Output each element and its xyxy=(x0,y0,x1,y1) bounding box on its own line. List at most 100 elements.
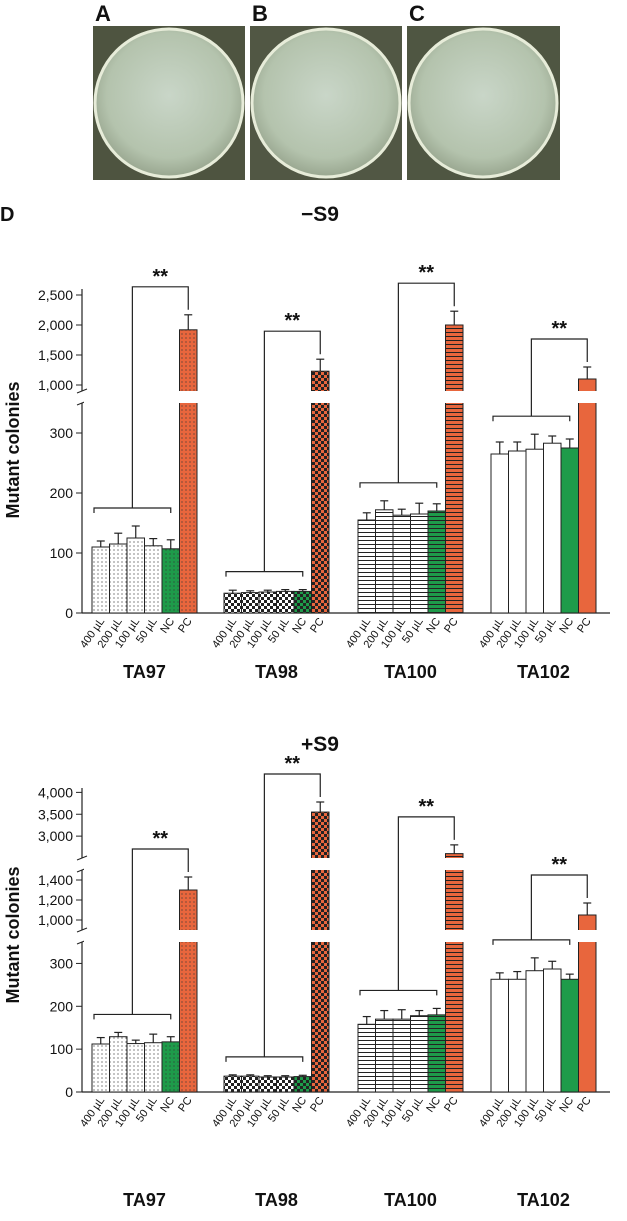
bar xyxy=(223,592,242,614)
y-tick-label: 2,500 xyxy=(38,287,73,303)
bar xyxy=(91,546,110,614)
bar xyxy=(445,853,464,1093)
significance-label: ** xyxy=(552,854,568,876)
axis-break-mark xyxy=(76,855,88,861)
bar xyxy=(508,450,527,614)
axis-break-gap xyxy=(84,858,612,870)
x-tick-label: PC xyxy=(176,616,195,635)
x-tick-label: PC xyxy=(442,616,461,635)
significance-label: ** xyxy=(153,828,169,850)
bar xyxy=(357,519,376,614)
significance-label: ** xyxy=(153,266,169,288)
bar xyxy=(392,514,411,614)
photo-label: C xyxy=(409,1,425,26)
photo-c xyxy=(407,26,560,180)
bar xyxy=(410,1015,429,1093)
bar xyxy=(543,968,562,1093)
bar xyxy=(427,1014,446,1093)
bar xyxy=(91,1043,110,1093)
significance-label: ** xyxy=(552,318,568,340)
x-tick-label: PC xyxy=(575,1095,594,1114)
photo-b xyxy=(250,26,402,180)
bar xyxy=(311,370,330,614)
significance-label: ** xyxy=(419,262,435,284)
group-label: TA97 xyxy=(123,662,166,682)
y-tick-label: 0 xyxy=(65,605,73,621)
y-tick-label: 3,500 xyxy=(38,806,73,822)
y-tick-label: 4,000 xyxy=(38,784,73,800)
x-tick-label: NC xyxy=(290,1095,309,1115)
bar xyxy=(258,1076,277,1093)
x-tick-label: PC xyxy=(308,1095,327,1114)
chart-title: +S9 xyxy=(301,733,339,756)
group-label: TA102 xyxy=(517,662,570,682)
y-tick-label: 200 xyxy=(50,998,74,1014)
bar xyxy=(161,1041,180,1093)
bar xyxy=(410,513,429,614)
group-label: TA97 xyxy=(123,1190,166,1210)
bar xyxy=(293,1076,312,1093)
bar xyxy=(258,591,277,614)
photo-label: A xyxy=(95,1,111,26)
bar xyxy=(490,453,509,614)
significance-bracket xyxy=(225,773,321,1062)
bar xyxy=(490,978,509,1093)
bar xyxy=(525,970,544,1093)
group-label: TA98 xyxy=(255,662,298,682)
bar xyxy=(126,1043,145,1093)
y-tick-label: 1,400 xyxy=(38,872,73,888)
bar xyxy=(223,1075,242,1093)
significance-bracket xyxy=(93,286,189,513)
x-tick-label: NC xyxy=(290,616,309,636)
bar xyxy=(525,448,544,614)
significance-label: ** xyxy=(285,753,301,775)
y-tick-label: 200 xyxy=(50,485,74,501)
bar xyxy=(109,543,128,614)
bar xyxy=(357,1023,376,1093)
chart-title: −S9 xyxy=(301,203,339,226)
x-tick-label: PC xyxy=(575,616,594,635)
axis-break-gap xyxy=(84,391,612,403)
bar xyxy=(578,378,597,614)
bar xyxy=(293,590,312,614)
y-tick-label: 3,000 xyxy=(38,828,73,844)
bar xyxy=(375,1018,394,1093)
x-tick-label: PC xyxy=(442,1095,461,1114)
bar xyxy=(560,978,579,1093)
bar xyxy=(161,548,180,614)
x-tick-label: NC xyxy=(557,1095,576,1115)
x-tick-label: NC xyxy=(158,1095,177,1115)
y-tick-label: 1,500 xyxy=(38,347,73,363)
y-tick-label: 300 xyxy=(50,425,74,441)
significance-label: ** xyxy=(419,796,435,818)
x-tick-label: NC xyxy=(557,616,576,636)
significance-bracket xyxy=(93,848,189,1020)
group-label: TA98 xyxy=(255,1190,298,1210)
panel-label: D xyxy=(0,204,14,226)
bar xyxy=(144,1042,163,1093)
bar xyxy=(179,329,198,614)
bar xyxy=(543,442,562,614)
x-tick-label: NC xyxy=(424,616,443,636)
photo-label: B xyxy=(252,1,268,26)
photo-a xyxy=(93,26,245,180)
bar xyxy=(276,590,295,614)
significance-bracket xyxy=(225,330,321,577)
y-tick-label: 300 xyxy=(50,955,74,971)
group-label: TA100 xyxy=(384,1190,437,1210)
y-tick-label: 1,200 xyxy=(38,892,73,908)
bar xyxy=(241,592,260,614)
bar xyxy=(427,510,446,614)
significance-bracket xyxy=(359,282,455,488)
bar xyxy=(375,509,394,614)
bar xyxy=(445,324,464,614)
x-tick-label: NC xyxy=(424,1095,443,1115)
y-tick-label: 100 xyxy=(50,545,74,561)
group-label: TA102 xyxy=(517,1190,570,1210)
bar xyxy=(392,1018,411,1093)
bar xyxy=(508,978,527,1093)
bar xyxy=(276,1076,295,1093)
y-axis-label: Mutant colonies xyxy=(3,381,23,518)
group-label: TA100 xyxy=(384,662,437,682)
bar xyxy=(126,537,145,614)
